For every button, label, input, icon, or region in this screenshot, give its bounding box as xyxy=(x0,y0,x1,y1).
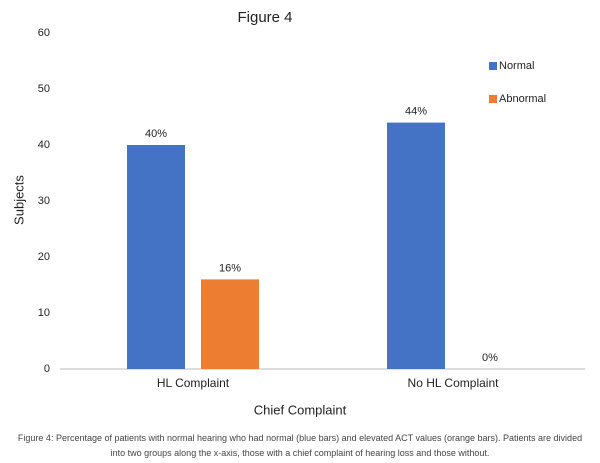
legend-swatch xyxy=(489,95,497,103)
y-tick-label: 60 xyxy=(38,27,50,39)
legend-label: Normal xyxy=(499,60,534,72)
legend-label: Abnormal xyxy=(499,93,546,105)
bar xyxy=(201,279,259,369)
chart: Figure 4 Chief Complaint Subjects 0 10 20 3… xyxy=(11,9,585,417)
bar xyxy=(387,122,445,369)
value-label: 16% xyxy=(219,262,241,274)
y-tick-label: 10 xyxy=(38,307,50,319)
x-tick-label: HL Complaint xyxy=(157,376,230,390)
x-axis-label: Chief Complaint xyxy=(254,402,347,417)
value-label: 44% xyxy=(405,106,427,118)
y-tick-label: 30 xyxy=(38,195,50,207)
y-tick-label: 20 xyxy=(38,251,50,263)
value-label: 40% xyxy=(145,128,167,140)
x-tick-label: No HL Complaint xyxy=(408,376,500,390)
value-label: 0% xyxy=(482,352,498,364)
y-tick-label: 0 xyxy=(44,363,50,375)
bar xyxy=(127,145,185,369)
y-tick-label: 50 xyxy=(38,83,50,95)
chart-title: Figure 4 xyxy=(237,9,292,26)
legend-swatch xyxy=(489,62,497,70)
y-tick-label: 40 xyxy=(38,139,50,151)
y-axis-label: Subjects xyxy=(11,175,26,225)
caption: Figure 4: Percentage of patients with no… xyxy=(17,433,583,458)
